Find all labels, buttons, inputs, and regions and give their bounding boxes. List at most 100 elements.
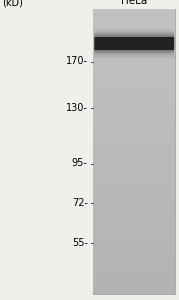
Bar — [93, 188, 175, 190]
Bar — [93, 277, 175, 278]
Bar — [93, 79, 175, 80]
Bar — [93, 115, 175, 116]
Bar — [93, 170, 175, 171]
Bar — [93, 83, 175, 85]
Bar — [93, 280, 175, 281]
Bar — [93, 268, 175, 270]
Bar — [93, 275, 175, 277]
Bar — [93, 46, 175, 47]
Bar — [93, 218, 175, 220]
Bar — [93, 32, 175, 33]
Bar — [93, 43, 175, 45]
Bar — [93, 152, 175, 153]
Bar — [93, 50, 175, 52]
Bar — [93, 124, 175, 126]
Bar — [93, 94, 175, 96]
Bar — [93, 25, 175, 26]
Bar — [93, 201, 175, 203]
Bar — [93, 53, 175, 55]
Bar — [93, 62, 175, 63]
Bar — [93, 281, 175, 283]
Bar — [93, 90, 175, 92]
Bar — [93, 137, 175, 139]
Bar — [93, 19, 175, 20]
Bar — [93, 59, 175, 60]
Bar — [93, 119, 175, 120]
Bar — [93, 292, 175, 294]
Bar — [93, 290, 175, 291]
Bar — [93, 143, 175, 144]
Bar — [93, 55, 175, 56]
Bar — [93, 126, 175, 127]
Bar — [93, 227, 175, 229]
Bar — [93, 208, 175, 210]
Bar — [93, 243, 175, 244]
Bar — [93, 184, 175, 186]
Bar — [93, 73, 175, 74]
Bar — [93, 104, 175, 106]
Bar — [93, 186, 175, 187]
Bar — [93, 93, 175, 94]
Bar — [93, 136, 175, 137]
Bar — [93, 23, 175, 25]
Bar — [93, 146, 175, 147]
Bar — [93, 238, 175, 240]
Bar — [93, 216, 175, 217]
Bar — [93, 76, 175, 77]
Bar — [93, 56, 175, 57]
Bar — [93, 103, 175, 104]
Bar — [93, 260, 175, 261]
Bar — [93, 263, 175, 264]
Bar — [93, 258, 175, 260]
Bar — [93, 183, 175, 184]
Bar — [93, 250, 175, 251]
Bar — [93, 197, 175, 199]
FancyBboxPatch shape — [94, 32, 174, 55]
Bar — [93, 203, 175, 204]
Bar — [93, 16, 175, 17]
Bar — [93, 213, 175, 214]
Bar — [93, 9, 175, 11]
Bar — [93, 57, 175, 59]
Bar — [93, 204, 175, 206]
Bar — [93, 112, 175, 113]
Bar — [93, 134, 175, 136]
Bar — [93, 240, 175, 241]
Bar — [93, 99, 175, 100]
Bar — [93, 133, 175, 134]
Bar — [93, 77, 175, 79]
Bar — [93, 156, 175, 157]
Bar — [93, 291, 175, 292]
Bar — [93, 64, 175, 66]
Bar — [93, 35, 175, 36]
Bar — [93, 66, 175, 68]
Bar — [93, 200, 175, 201]
Bar — [93, 161, 175, 163]
Bar — [93, 9, 175, 294]
Bar — [93, 86, 175, 87]
Bar — [93, 15, 175, 16]
Bar — [93, 116, 175, 117]
Bar — [93, 226, 175, 227]
Bar — [93, 49, 175, 50]
Bar — [93, 47, 175, 49]
Bar — [93, 17, 175, 19]
Bar — [93, 131, 175, 133]
Bar — [93, 251, 175, 253]
Bar — [93, 20, 175, 22]
Bar — [93, 237, 175, 238]
Bar — [93, 220, 175, 221]
Bar — [93, 106, 175, 107]
Bar — [93, 274, 175, 275]
Bar — [93, 248, 175, 250]
Bar — [93, 142, 175, 143]
Bar — [93, 247, 175, 248]
Bar — [93, 110, 175, 112]
Bar — [93, 194, 175, 196]
Bar — [93, 256, 175, 257]
Bar — [93, 164, 175, 166]
Bar — [93, 144, 175, 146]
Bar — [93, 234, 175, 236]
Bar — [93, 229, 175, 230]
Bar — [93, 206, 175, 207]
